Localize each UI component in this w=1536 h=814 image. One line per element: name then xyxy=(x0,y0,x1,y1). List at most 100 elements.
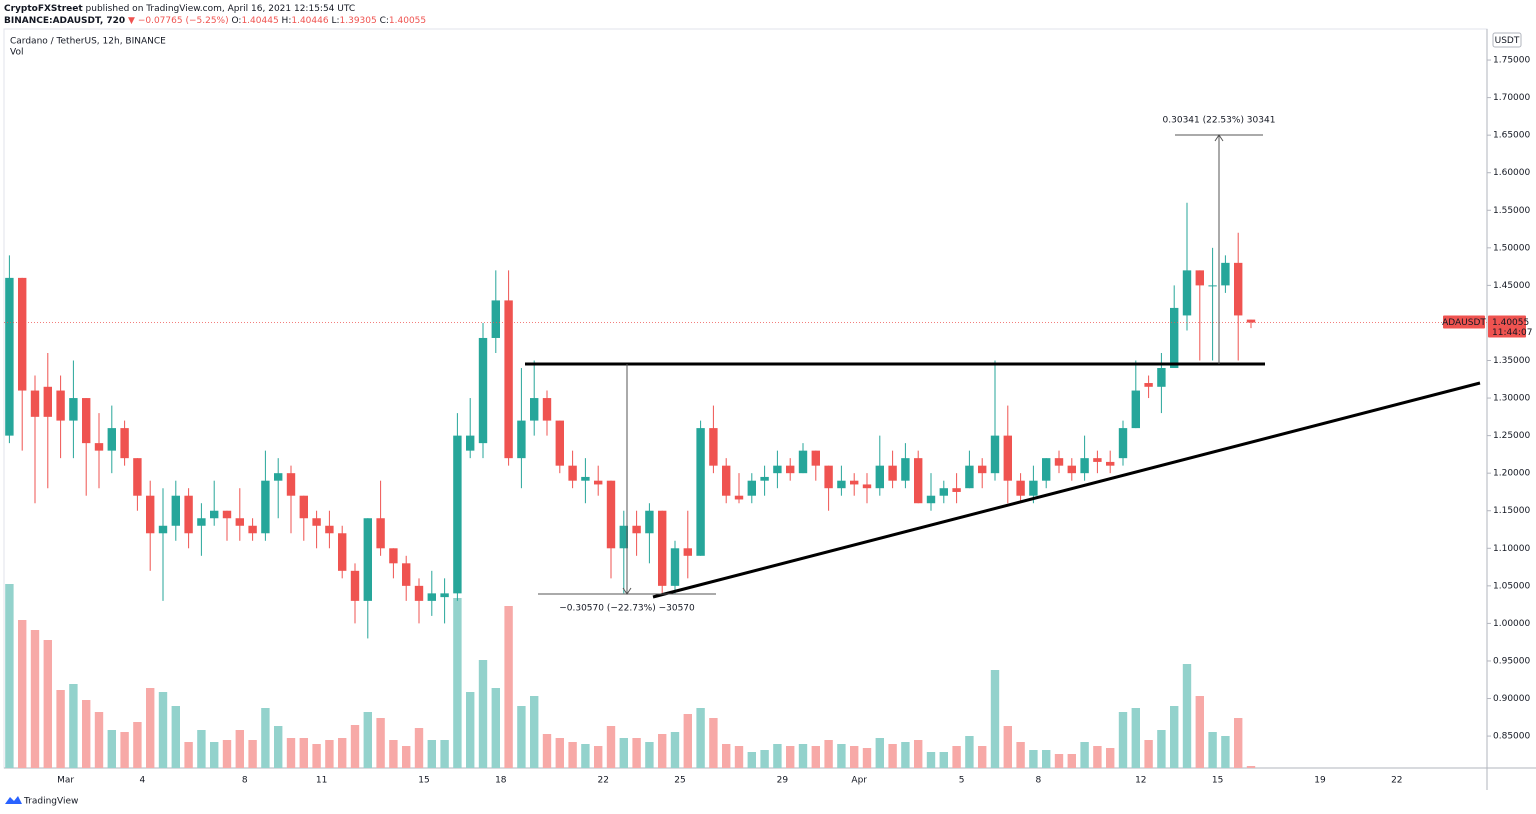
y-tick-label: 1.10000 xyxy=(1493,544,1530,554)
volume-bar xyxy=(18,620,27,768)
x-tick-label: Apr xyxy=(851,776,867,786)
candle-body xyxy=(1182,270,1192,316)
y-tick-label: 1.60000 xyxy=(1493,168,1530,178)
candle-body xyxy=(517,420,526,459)
header-line-1: CryptoFXStreet published on TradingView.… xyxy=(4,4,355,14)
volume-bar xyxy=(683,714,692,768)
volume-bar xyxy=(978,746,987,768)
candle-body xyxy=(837,480,846,489)
volume-bar xyxy=(568,742,577,768)
volume-bar xyxy=(197,730,206,768)
x-tick-label: 19 xyxy=(1314,776,1326,786)
y-tick-label: 1.65000 xyxy=(1493,131,1530,141)
volume-bar xyxy=(939,752,948,768)
candle-body xyxy=(811,450,820,466)
candle-body xyxy=(760,476,769,481)
candle-body xyxy=(1157,368,1166,387)
volume-bar xyxy=(1221,736,1230,768)
volume-bar xyxy=(5,584,14,768)
volume-bar xyxy=(798,744,808,768)
candle-body xyxy=(1029,480,1038,496)
candle-body xyxy=(274,473,283,481)
volume-bar xyxy=(1118,712,1128,768)
candle-body xyxy=(120,428,129,459)
candle-body xyxy=(30,390,40,417)
volume-bar xyxy=(875,738,884,768)
volume-bar xyxy=(581,744,590,768)
y-tick-label: 1.15000 xyxy=(1493,506,1530,516)
candle-body xyxy=(734,495,744,500)
volume-bar xyxy=(965,736,974,768)
candle-body xyxy=(632,525,641,534)
candle-body xyxy=(952,488,961,492)
volume-bar xyxy=(69,684,78,768)
candle-body xyxy=(888,465,897,481)
volume-bar xyxy=(376,718,385,768)
volume-bar xyxy=(1093,746,1102,768)
candle-body xyxy=(427,593,436,601)
rise-label: 0.30341 (22.53%) 30341 xyxy=(1163,116,1276,126)
candle-body xyxy=(197,518,206,526)
x-tick-label: Mar xyxy=(57,776,74,786)
volume-bar xyxy=(619,738,628,768)
candle-body xyxy=(43,386,52,417)
candle-body xyxy=(1042,458,1051,481)
volume-bar xyxy=(1106,748,1115,768)
volume-bar xyxy=(453,598,462,768)
volume-bar xyxy=(286,738,296,768)
candle-body xyxy=(440,593,449,598)
volume-bar xyxy=(760,750,769,768)
volume-bar xyxy=(555,738,564,768)
candle-body xyxy=(773,465,782,474)
volume-bar xyxy=(402,746,411,768)
volume-bar xyxy=(1003,726,1012,768)
candle-body xyxy=(504,300,513,459)
x-tick-label: 12 xyxy=(1135,776,1146,786)
candle-body xyxy=(1144,383,1153,387)
volume-bar xyxy=(811,746,820,768)
candle-body xyxy=(798,450,808,474)
x-tick-label: 8 xyxy=(242,776,248,786)
candle-body xyxy=(1106,461,1115,466)
x-tick-label: 22 xyxy=(1391,776,1402,786)
volume-bar xyxy=(350,725,360,768)
volume-bar xyxy=(747,752,756,768)
x-tick-label: 15 xyxy=(1212,776,1223,786)
candle-body xyxy=(696,428,705,556)
candle-body xyxy=(645,510,654,534)
candle-body xyxy=(402,563,411,586)
y-tick-label: 1.30000 xyxy=(1493,394,1530,404)
candle-body xyxy=(581,476,590,481)
y-tick-label: 1.25000 xyxy=(1493,431,1530,441)
candle-body xyxy=(312,518,321,526)
candle-body xyxy=(389,548,398,564)
volume-bar xyxy=(670,732,680,768)
volume-bar xyxy=(1054,754,1064,768)
plot-layer: 1.75000 1.70000 1.65000 1.60000 1.55000 1.500… xyxy=(4,56,1530,786)
volume-bar xyxy=(1067,754,1076,768)
candle-body xyxy=(235,518,244,526)
candle-body xyxy=(542,398,552,421)
h: 1.40446 xyxy=(291,16,328,26)
y-tick-label: 1.35000 xyxy=(1493,356,1530,366)
drop-label: −0.30570 (−22.73%) −30570 xyxy=(559,604,695,614)
candle-body xyxy=(1016,480,1025,496)
y-tick-label: 0.85000 xyxy=(1493,732,1530,742)
l: 1.39305 xyxy=(340,16,377,26)
candle-body xyxy=(850,480,859,485)
candle-body xyxy=(568,465,577,481)
volume-bar xyxy=(901,742,910,768)
published: published on TradingView.com, April 16, … xyxy=(86,4,356,14)
candle-body xyxy=(184,495,193,534)
candle-body xyxy=(594,480,603,485)
x-tick-label: 25 xyxy=(674,776,685,786)
candle-body xyxy=(56,390,65,421)
volume-bar xyxy=(210,742,219,768)
symbol: BINANCE:ADAUSDT, 720 xyxy=(4,16,125,26)
candle-body xyxy=(146,495,155,534)
candle-body xyxy=(133,458,142,496)
author: CryptoFXStreet xyxy=(4,4,83,14)
y-tick-label: 1.55000 xyxy=(1493,206,1530,216)
volume-bar xyxy=(773,744,782,768)
volume-bar xyxy=(1080,742,1089,768)
